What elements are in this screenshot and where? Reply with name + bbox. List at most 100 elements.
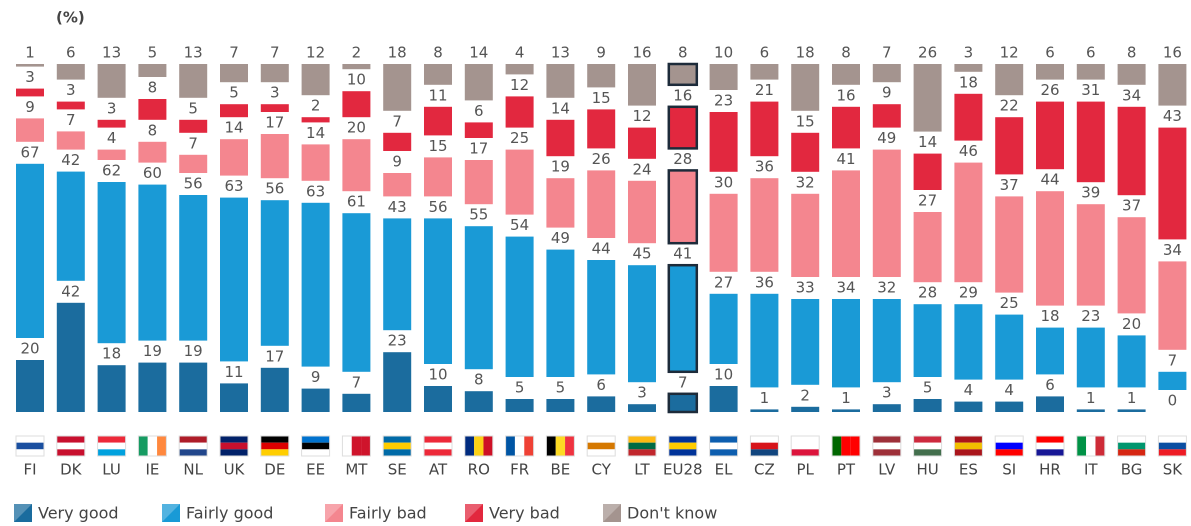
bar-segment [260, 104, 289, 112]
value-label: 16 [632, 44, 651, 62]
bar-segment [424, 218, 452, 364]
value-label: 27 [714, 273, 733, 291]
bar-segment [628, 404, 656, 412]
value-label: 14 [469, 44, 488, 62]
bar-segment [301, 202, 330, 367]
bar-segment [342, 393, 371, 412]
flag-stripe [16, 436, 44, 443]
bar-segment [832, 106, 860, 149]
legend-label: Fairly good [186, 504, 273, 523]
value-label: 5 [556, 379, 566, 397]
bar-segment [913, 212, 942, 283]
bar-segment [1076, 101, 1105, 183]
bar-segment [1158, 127, 1187, 240]
legend-label: Very bad [489, 504, 560, 523]
value-label: 39 [1081, 184, 1100, 202]
value-label: 46 [959, 142, 978, 160]
flag-stripe [954, 436, 983, 443]
bar-segment [791, 132, 820, 172]
bar-segment [220, 383, 248, 412]
flag-stripe [179, 442, 208, 450]
flag-border [953, 435, 983, 457]
value-label: 30 [714, 173, 733, 191]
value-label: 36 [755, 273, 774, 291]
bar-segment [667, 105, 699, 150]
flag-stripe [220, 449, 248, 456]
x-tick-label: MT [345, 461, 368, 479]
value-label: 6 [760, 44, 770, 62]
flag-stripe [179, 449, 208, 456]
value-label: 16 [836, 86, 855, 104]
x-tick-label: AT [429, 461, 448, 479]
bar-segment [97, 149, 126, 160]
flag-stripe [587, 436, 616, 443]
flag-stripe [995, 442, 1024, 450]
flag-border [505, 435, 535, 457]
flag-stripe [1095, 436, 1105, 456]
flag-stripe [709, 449, 738, 456]
bar-segment [1076, 204, 1105, 306]
x-tick-label: FR [510, 461, 529, 479]
value-label: 7 [1168, 351, 1178, 369]
flag-stripe [1086, 436, 1096, 456]
value-label: 6 [1045, 376, 1055, 394]
x-tick-label: IE [145, 461, 159, 479]
value-label: 44 [1040, 171, 1059, 189]
bar-segment [56, 131, 85, 150]
flag-stripe [220, 442, 248, 450]
bar-segment [587, 109, 616, 149]
flag-stripe [628, 449, 656, 456]
bar-segment [301, 388, 330, 412]
value-label: 55 [469, 206, 488, 224]
value-label: 9 [596, 44, 606, 62]
value-label: 11 [224, 363, 243, 381]
value-label: 11 [428, 86, 447, 104]
value-label: 20 [1122, 315, 1141, 333]
bar-segment [97, 119, 126, 128]
flag-border [382, 435, 412, 457]
bar-segment [872, 404, 901, 412]
flag-stripe [179, 436, 208, 443]
x-tick-label: IT [1084, 461, 1098, 479]
value-label: 5 [229, 84, 239, 102]
bar-segment [179, 362, 208, 412]
x-tick-label: CZ [754, 461, 775, 479]
value-label: 3 [66, 81, 76, 99]
x-tick-label: DK [60, 461, 83, 479]
value-label: 1 [841, 389, 851, 407]
flag-border [219, 435, 249, 457]
flag-stripe [791, 449, 820, 456]
value-label: 49 [877, 129, 896, 147]
bar-segment [16, 88, 44, 97]
bar-segment [97, 64, 126, 98]
x-tick-label: SK [1163, 461, 1184, 479]
value-label: 15 [796, 112, 815, 130]
value-label: 4 [515, 44, 525, 62]
value-label: 26 [918, 44, 937, 62]
bar-segment [913, 304, 942, 377]
flag-stripe [709, 442, 738, 450]
bar-segment [56, 101, 85, 110]
bar-segment [505, 64, 534, 75]
bar-segment [872, 64, 901, 83]
legend-swatch-top [603, 504, 621, 522]
value-label: 37 [1000, 176, 1019, 194]
flag-stripe [587, 442, 616, 450]
flag-stripe [1036, 442, 1064, 450]
flag-stripe [555, 436, 566, 456]
flag-stripe [147, 436, 158, 456]
value-label: 2 [800, 386, 810, 404]
legend-label: Don't know [627, 504, 717, 523]
bar-segment [220, 104, 248, 118]
bar-segment [832, 299, 860, 388]
flag-stripe [97, 449, 126, 456]
flag-stripe [56, 442, 85, 450]
x-tick-label: LV [878, 461, 896, 479]
flag-stripe [954, 449, 983, 456]
flag-stripe [524, 436, 534, 456]
flag-stripe [954, 442, 983, 450]
value-label: 17 [469, 140, 488, 158]
value-label: 3 [637, 384, 647, 402]
bar-segment [995, 314, 1024, 380]
value-label: 16 [1163, 44, 1182, 62]
